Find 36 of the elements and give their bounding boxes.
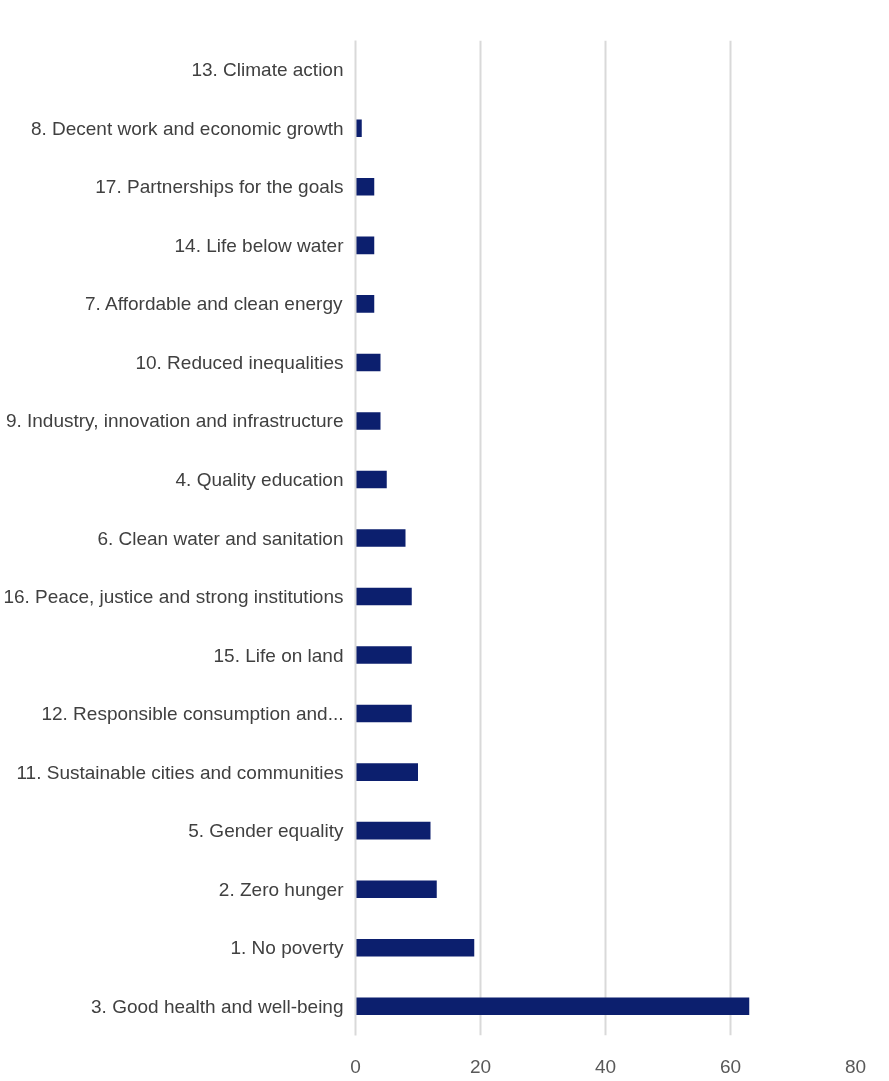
bar [355,763,418,781]
bar [355,412,381,430]
y-tick-label: 13. Climate action [191,59,344,81]
bar [355,880,437,898]
y-tick-label: 6. Clean water and sanitation [97,527,344,549]
y-tick-label: 3. Good health and well-being [91,995,344,1017]
y-tick-label: 4. Quality education [175,468,344,490]
y-tick-label: 5. Gender equality [188,820,344,842]
x-tick-label: 60 [719,1055,742,1077]
bar [355,587,412,606]
y-tick-label: 10. Reduced inequalities [135,351,344,373]
bar [355,821,431,840]
bar [355,353,381,372]
y-tick-label: 1. No poverty [230,937,344,959]
y-tick-label: 16. Peace, justice and strong institutions [3,586,344,608]
bar [355,997,750,1016]
bar [355,704,412,723]
y-tick-label: 7. Affordable and clean energy [85,293,343,315]
y-tick-label: 12. Responsible consumption and... [41,703,344,725]
y-tick-label: 2. Zero hunger [218,878,345,900]
x-tick-label: 40 [594,1055,617,1077]
y-tick-label: 8. Decent work and economic growth [30,117,344,139]
bar [355,938,475,957]
bar [355,470,387,489]
x-tick-label: 20 [469,1055,492,1077]
y-tick-label: 9. Industry, innovation and infrastructure [5,410,344,432]
x-tick-label: 0 [350,1055,361,1077]
x-tick-label: 80 [844,1055,867,1077]
bar [355,529,406,547]
y-tick-label: 11. Sustainable cities and communities [16,761,344,783]
y-tick-label: 15. Life on land [213,644,344,666]
y-tick-label: 17. Partnerships for the goals [95,176,344,198]
y-tick-label: 14. Life below water [174,234,345,256]
bar [355,646,412,664]
bar [355,178,375,196]
bar [355,295,375,313]
